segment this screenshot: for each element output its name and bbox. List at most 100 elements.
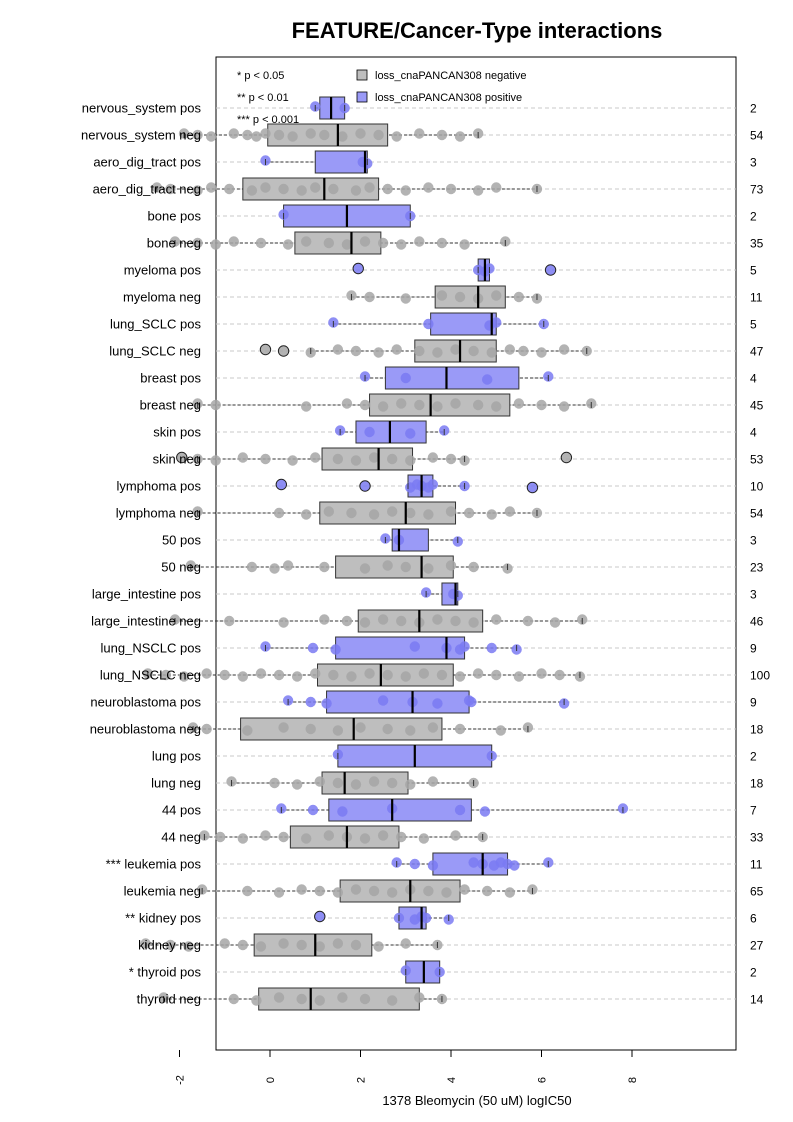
- data-point: [350, 345, 362, 357]
- row-6: myeloma pos 5: [124, 258, 757, 282]
- data-point: [445, 560, 457, 571]
- data-point: [536, 347, 547, 358]
- data-point: [513, 291, 525, 303]
- data-point: [441, 887, 452, 898]
- chart-title: FEATURE/Cancer-Type interactions: [292, 18, 663, 43]
- data-point: [486, 642, 497, 654]
- row-label: lung_SCLC neg: [109, 344, 201, 359]
- data-point: [386, 887, 398, 898]
- row-count: 65: [750, 885, 764, 899]
- data-point: [491, 614, 502, 625]
- row-label: 50 pos: [162, 533, 202, 548]
- data-point: [301, 236, 312, 247]
- data-point: [228, 128, 239, 139]
- row-label: neuroblastoma neg: [90, 722, 201, 737]
- row-22: neuroblastoma pos 9: [90, 690, 757, 714]
- data-point: [332, 453, 344, 465]
- data-point: [287, 455, 298, 466]
- data-point: [291, 779, 303, 790]
- row-count: 6: [750, 912, 757, 926]
- data-point: [549, 617, 561, 628]
- row-count: 14: [750, 993, 764, 1007]
- data-point: [341, 398, 353, 409]
- row-count: 73: [750, 183, 764, 197]
- legend: * p < 0.05 ** p < 0.01 *** p < 0.001 los…: [237, 69, 526, 126]
- data-point: [277, 345, 290, 357]
- data-point: [323, 237, 335, 249]
- data-point: [242, 129, 253, 141]
- data-point: [377, 614, 389, 625]
- legend-significance-1: * p < 0.05: [237, 70, 284, 82]
- data-point: [386, 777, 398, 789]
- data-point: [319, 129, 330, 141]
- data-point: [450, 615, 461, 627]
- data-point: [391, 131, 402, 142]
- data-point: [454, 131, 466, 142]
- data-point: [359, 399, 371, 411]
- data-point: [359, 993, 371, 1005]
- data-point: [427, 479, 439, 490]
- data-point: [346, 507, 357, 519]
- data-point: [436, 129, 448, 141]
- x-tick-label: 2: [356, 1077, 368, 1083]
- row-count: 100: [750, 669, 770, 683]
- box: [326, 690, 470, 714]
- data-point: [210, 399, 221, 411]
- row-label: ** kidney pos: [125, 911, 201, 926]
- row-label: lung_NSCLC pos: [101, 641, 202, 656]
- data-point: [337, 806, 348, 817]
- data-point: [405, 725, 416, 736]
- row-label: lung_SCLC pos: [110, 317, 202, 332]
- data-point: [518, 345, 529, 357]
- data-point: [368, 509, 380, 520]
- data-point: [427, 860, 439, 871]
- row-20: lung_NSCLC pos 9: [101, 636, 757, 660]
- data-point: [355, 722, 366, 733]
- x-tick-label: 0: [265, 1077, 277, 1083]
- data-point: [454, 723, 466, 735]
- data-point: [400, 561, 411, 573]
- box: [434, 285, 506, 309]
- data-point: [305, 128, 316, 139]
- data-point: [450, 344, 461, 355]
- row-label: leukemia neg: [124, 884, 201, 899]
- data-point: [495, 725, 506, 736]
- row-12: skin pos 4: [153, 420, 757, 444]
- legend-label-negative: loss_cnaPANCAN308 negative: [375, 70, 526, 82]
- data-point: [228, 236, 239, 247]
- data-point: [314, 776, 325, 787]
- row-count: 54: [750, 129, 764, 143]
- row-30: ** kidney pos 6: [125, 906, 757, 930]
- data-point: [405, 455, 416, 466]
- row-count: 10: [750, 480, 764, 494]
- row-15: lymphoma neg 54: [116, 501, 764, 525]
- data-point: [414, 992, 425, 1003]
- data-point: [368, 885, 380, 897]
- row-count: 3: [750, 534, 757, 548]
- data-point: [224, 615, 235, 627]
- data-point: [352, 262, 364, 275]
- data-point: [282, 239, 294, 250]
- row-label: kidney neg: [138, 938, 201, 953]
- data-point: [160, 669, 172, 681]
- data-point: [359, 236, 371, 247]
- data-point: [260, 182, 271, 193]
- data-point: [246, 185, 258, 196]
- data-point: [332, 777, 344, 789]
- data-point: [301, 833, 312, 844]
- data-point: [414, 236, 425, 247]
- legend-significance-2: ** p < 0.01: [237, 92, 289, 104]
- data-point: [291, 671, 303, 682]
- row-count: 47: [750, 345, 764, 359]
- data-point: [319, 561, 330, 573]
- data-point: [423, 885, 434, 897]
- data-point: [346, 671, 357, 682]
- data-point: [332, 938, 344, 949]
- row-label: 50 neg: [161, 560, 201, 575]
- data-point: [205, 131, 217, 142]
- row-8: lung_SCLC pos 5: [110, 312, 757, 336]
- data-point: [165, 183, 176, 195]
- data-point: [526, 481, 539, 494]
- box: [391, 528, 429, 552]
